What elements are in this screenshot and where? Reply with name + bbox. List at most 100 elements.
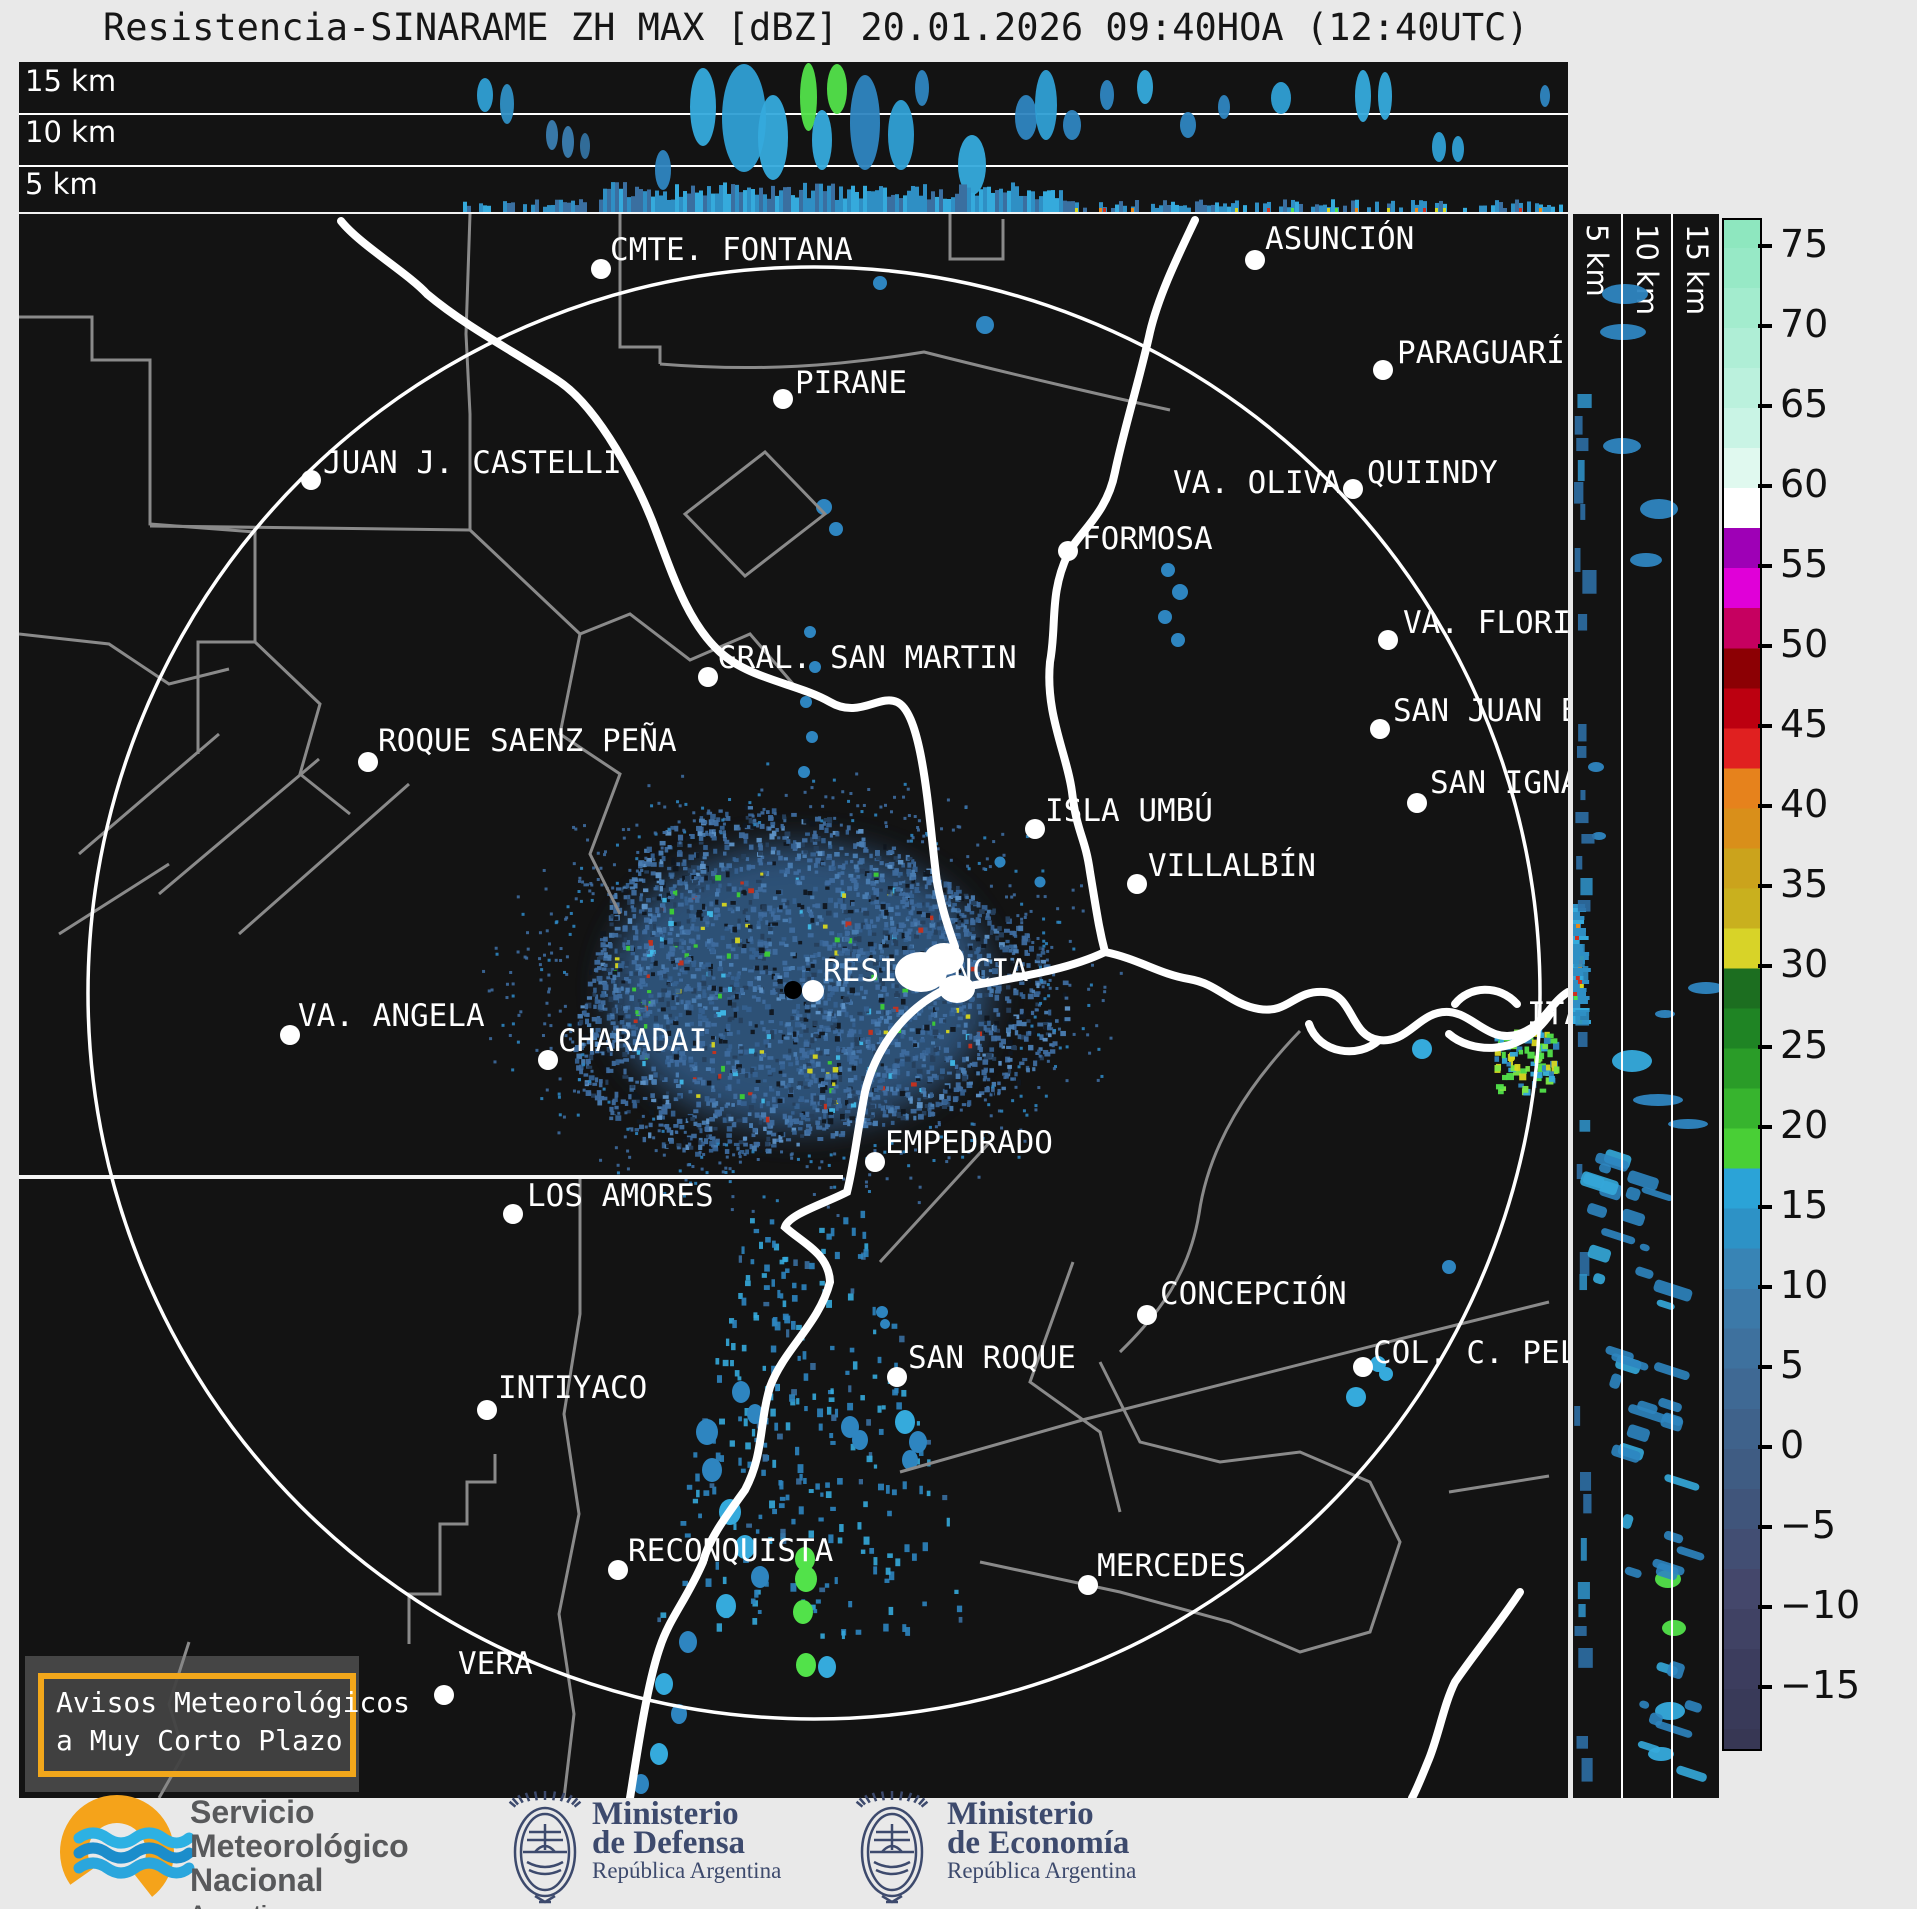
smn-line-1: Servicio bbox=[190, 1794, 315, 1830]
isolated-echo-dot bbox=[1158, 610, 1172, 624]
echo-blob bbox=[1035, 70, 1057, 140]
echo-blob bbox=[477, 78, 493, 112]
city-dot bbox=[1353, 1357, 1373, 1377]
river bbox=[1101, 948, 1568, 1045]
height-label-5km: 5 km bbox=[25, 167, 98, 201]
height-label-15km: 15 km bbox=[25, 64, 117, 98]
province-border bbox=[659, 350, 1171, 412]
smn-wave bbox=[73, 1857, 195, 1879]
isolated-echo-dot bbox=[1379, 1367, 1393, 1381]
city-dot bbox=[358, 752, 378, 772]
echo-blob bbox=[1630, 553, 1662, 567]
province-border bbox=[19, 315, 257, 754]
colorbar-tick-label: 60 bbox=[1780, 462, 1829, 507]
echo-blob bbox=[1640, 499, 1678, 519]
city-dot bbox=[887, 1367, 907, 1387]
city-dot bbox=[773, 389, 793, 409]
ew-cross-section-panel: 15 km 10 km 5 km bbox=[19, 62, 1568, 214]
province-border bbox=[253, 640, 351, 816]
colorbar-tick bbox=[1758, 804, 1772, 809]
city-label: COL. C. PELLEGRINI bbox=[1373, 1335, 1568, 1371]
echo-blob bbox=[1063, 110, 1081, 140]
smn-line-3: Nacional bbox=[190, 1862, 324, 1898]
economia-line-3: República Argentina bbox=[947, 1858, 1137, 1883]
south-echo-blob bbox=[650, 1743, 668, 1765]
echo-blob bbox=[1588, 762, 1604, 772]
economia-line-2: de Economía bbox=[947, 1825, 1130, 1861]
city-label: VERA bbox=[458, 1646, 533, 1682]
echo-blob bbox=[655, 150, 671, 190]
city-label: GRAL. SAN MARTIN bbox=[718, 640, 1017, 676]
province-border bbox=[682, 449, 828, 579]
isolated-echo-dot bbox=[829, 522, 843, 536]
city-dot bbox=[865, 1152, 885, 1172]
city-dot bbox=[538, 1050, 558, 1070]
colorbar-tick-label: 25 bbox=[1780, 1022, 1829, 1067]
city-dot bbox=[1378, 630, 1398, 650]
city-label: SAN IGNACIO bbox=[1430, 765, 1568, 801]
echo-blob bbox=[800, 63, 817, 131]
echo-blob bbox=[500, 84, 514, 124]
colorbar-tick bbox=[1758, 964, 1772, 969]
province-border bbox=[149, 524, 471, 532]
province-border bbox=[19, 632, 230, 686]
isolated-echo-dot bbox=[976, 316, 994, 334]
river-confluence bbox=[924, 943, 964, 975]
defensa-coat-of-arms bbox=[508, 1791, 582, 1904]
colorbar-tick bbox=[1758, 1444, 1772, 1449]
echo-blob bbox=[1015, 95, 1037, 140]
city-label: PARAGUARÍ bbox=[1397, 335, 1565, 371]
city-label: ROQUE SAENZ PEÑA bbox=[378, 723, 677, 759]
city-label: INTIYACO bbox=[498, 1370, 647, 1406]
colorbar-tick-label: 35 bbox=[1780, 862, 1829, 907]
city-dot bbox=[301, 470, 321, 490]
isolated-echo-dot bbox=[873, 276, 887, 290]
colorbar-tick-label: 5 bbox=[1780, 1342, 1805, 1387]
ns-cross-section-echoes bbox=[1573, 214, 1719, 1798]
smn-wave bbox=[73, 1827, 195, 1849]
colorbar-tick bbox=[1758, 644, 1772, 649]
colorbar-tick bbox=[1758, 1524, 1772, 1529]
echo-blob bbox=[546, 120, 558, 150]
echo-blob bbox=[1662, 1620, 1686, 1636]
radar-map: CMTE. FONTANA ASUNCIÓN PIRANE PARAGUARÍ JUAN… bbox=[19, 214, 1568, 1798]
province-border bbox=[557, 1177, 582, 1798]
colorbar-tick-label: 0 bbox=[1780, 1422, 1805, 1467]
echo-blob bbox=[1378, 72, 1392, 120]
echo-blob bbox=[1432, 132, 1446, 162]
south-echo-blob bbox=[841, 1416, 859, 1438]
isolated-echo-dot bbox=[1346, 1387, 1366, 1407]
city-dot bbox=[1407, 793, 1427, 813]
city-dot bbox=[1343, 479, 1363, 499]
isolated-echo-dot bbox=[809, 661, 821, 673]
isolated-echo-dot bbox=[1172, 584, 1188, 600]
defensa-line-2: de Defensa bbox=[592, 1825, 746, 1861]
colorbar-tick-label: 15 bbox=[1780, 1182, 1829, 1227]
south-echo-blob bbox=[895, 1410, 915, 1434]
short-term-warnings-notice[interactable]: Avisos Meteorológicos a Muy Corto Plazo bbox=[38, 1673, 410, 1777]
notice-line-2: a Muy Corto Plazo bbox=[56, 1724, 343, 1757]
isolated-echo-dot bbox=[816, 499, 832, 515]
south-echo-blob bbox=[751, 1566, 769, 1588]
echo-blob bbox=[1655, 1702, 1685, 1720]
echo-blob bbox=[1688, 982, 1719, 994]
city-label: ITATÍ bbox=[1527, 996, 1568, 1032]
colorbar-tick bbox=[1758, 1364, 1772, 1369]
echo-blob bbox=[1180, 112, 1196, 138]
echo-blob bbox=[1668, 1119, 1708, 1129]
ew-cross-section-echoes bbox=[19, 63, 1568, 212]
province-border bbox=[464, 214, 472, 530]
city-label: VA. OLIVA bbox=[1173, 465, 1341, 501]
radar-site-marker bbox=[784, 981, 802, 999]
colorbar-tick bbox=[1758, 244, 1772, 249]
province-border bbox=[468, 528, 802, 693]
city-dot bbox=[1058, 541, 1078, 561]
radar-site-dot bbox=[802, 980, 824, 1002]
colorbar-tick bbox=[1758, 1684, 1772, 1689]
colorbar-tick bbox=[1758, 404, 1772, 409]
isolated-echo-dot bbox=[800, 696, 812, 708]
province-border bbox=[979, 1361, 1402, 1654]
city-label: PIRANE bbox=[795, 365, 907, 401]
product-title: Resistencia-SINARAME ZH MAX [dBZ] 20.01.… bbox=[103, 6, 1529, 49]
economia-wordmark: Ministerio de Economía República Argenti… bbox=[947, 1798, 1137, 1884]
